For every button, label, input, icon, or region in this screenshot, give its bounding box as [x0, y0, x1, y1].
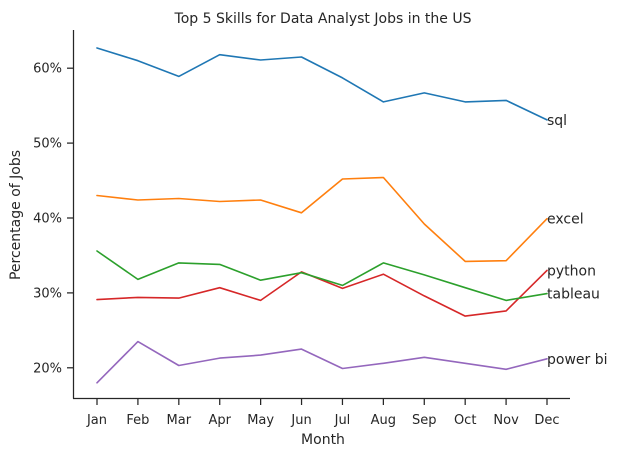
- x-tick-label: Feb: [126, 413, 149, 428]
- x-tick-label: Oct: [454, 413, 476, 428]
- series-line-excel: [96, 176, 548, 263]
- x-tick-label: Jul: [334, 413, 351, 428]
- series-end-labels: sql excel python tableau power bi: [547, 113, 608, 368]
- series-lines: [96, 47, 548, 384]
- y-tick-label: 50%: [33, 137, 62, 152]
- x-tick-label: Dec: [534, 413, 559, 428]
- series-label-python: python: [547, 263, 596, 279]
- series-line-sql: [96, 47, 548, 121]
- y-tick-label: 20%: [33, 361, 62, 376]
- series-line-tableau: [96, 250, 548, 302]
- y-tick-label: 40%: [33, 211, 62, 226]
- x-axis-label: Month: [301, 432, 345, 448]
- series-label-excel: excel: [547, 212, 584, 228]
- y-tick-label: 60%: [33, 62, 62, 77]
- x-tick-label: Jan: [86, 413, 107, 428]
- x-tick-label: Nov: [493, 413, 519, 428]
- series-label-tableau: tableau: [547, 287, 600, 303]
- x-axis-ticks: Jan Feb Mar Apr May Jun Jul Aug Sep Oct Nov Dec: [86, 398, 560, 428]
- series-line-power-bi: [96, 340, 548, 384]
- series-label-sql: sql: [547, 113, 567, 129]
- x-tick-label: Mar: [167, 413, 192, 428]
- series-label-power-bi: power bi: [547, 352, 608, 368]
- y-tick-label: 30%: [33, 286, 62, 301]
- x-tick-label: Aug: [371, 413, 396, 428]
- x-tick-label: Apr: [208, 413, 231, 428]
- x-tick-label: Jun: [290, 413, 311, 428]
- y-axis-label: Percentage of Jobs: [8, 150, 24, 280]
- x-tick-label: May: [247, 413, 274, 428]
- x-tick-label: Sep: [412, 413, 437, 428]
- series-line-python: [96, 269, 548, 317]
- y-axis-ticks: 20% 30% 40% 50% 60%: [33, 62, 74, 376]
- chart-title: Top 5 Skills for Data Analyst Jobs in th…: [174, 11, 472, 27]
